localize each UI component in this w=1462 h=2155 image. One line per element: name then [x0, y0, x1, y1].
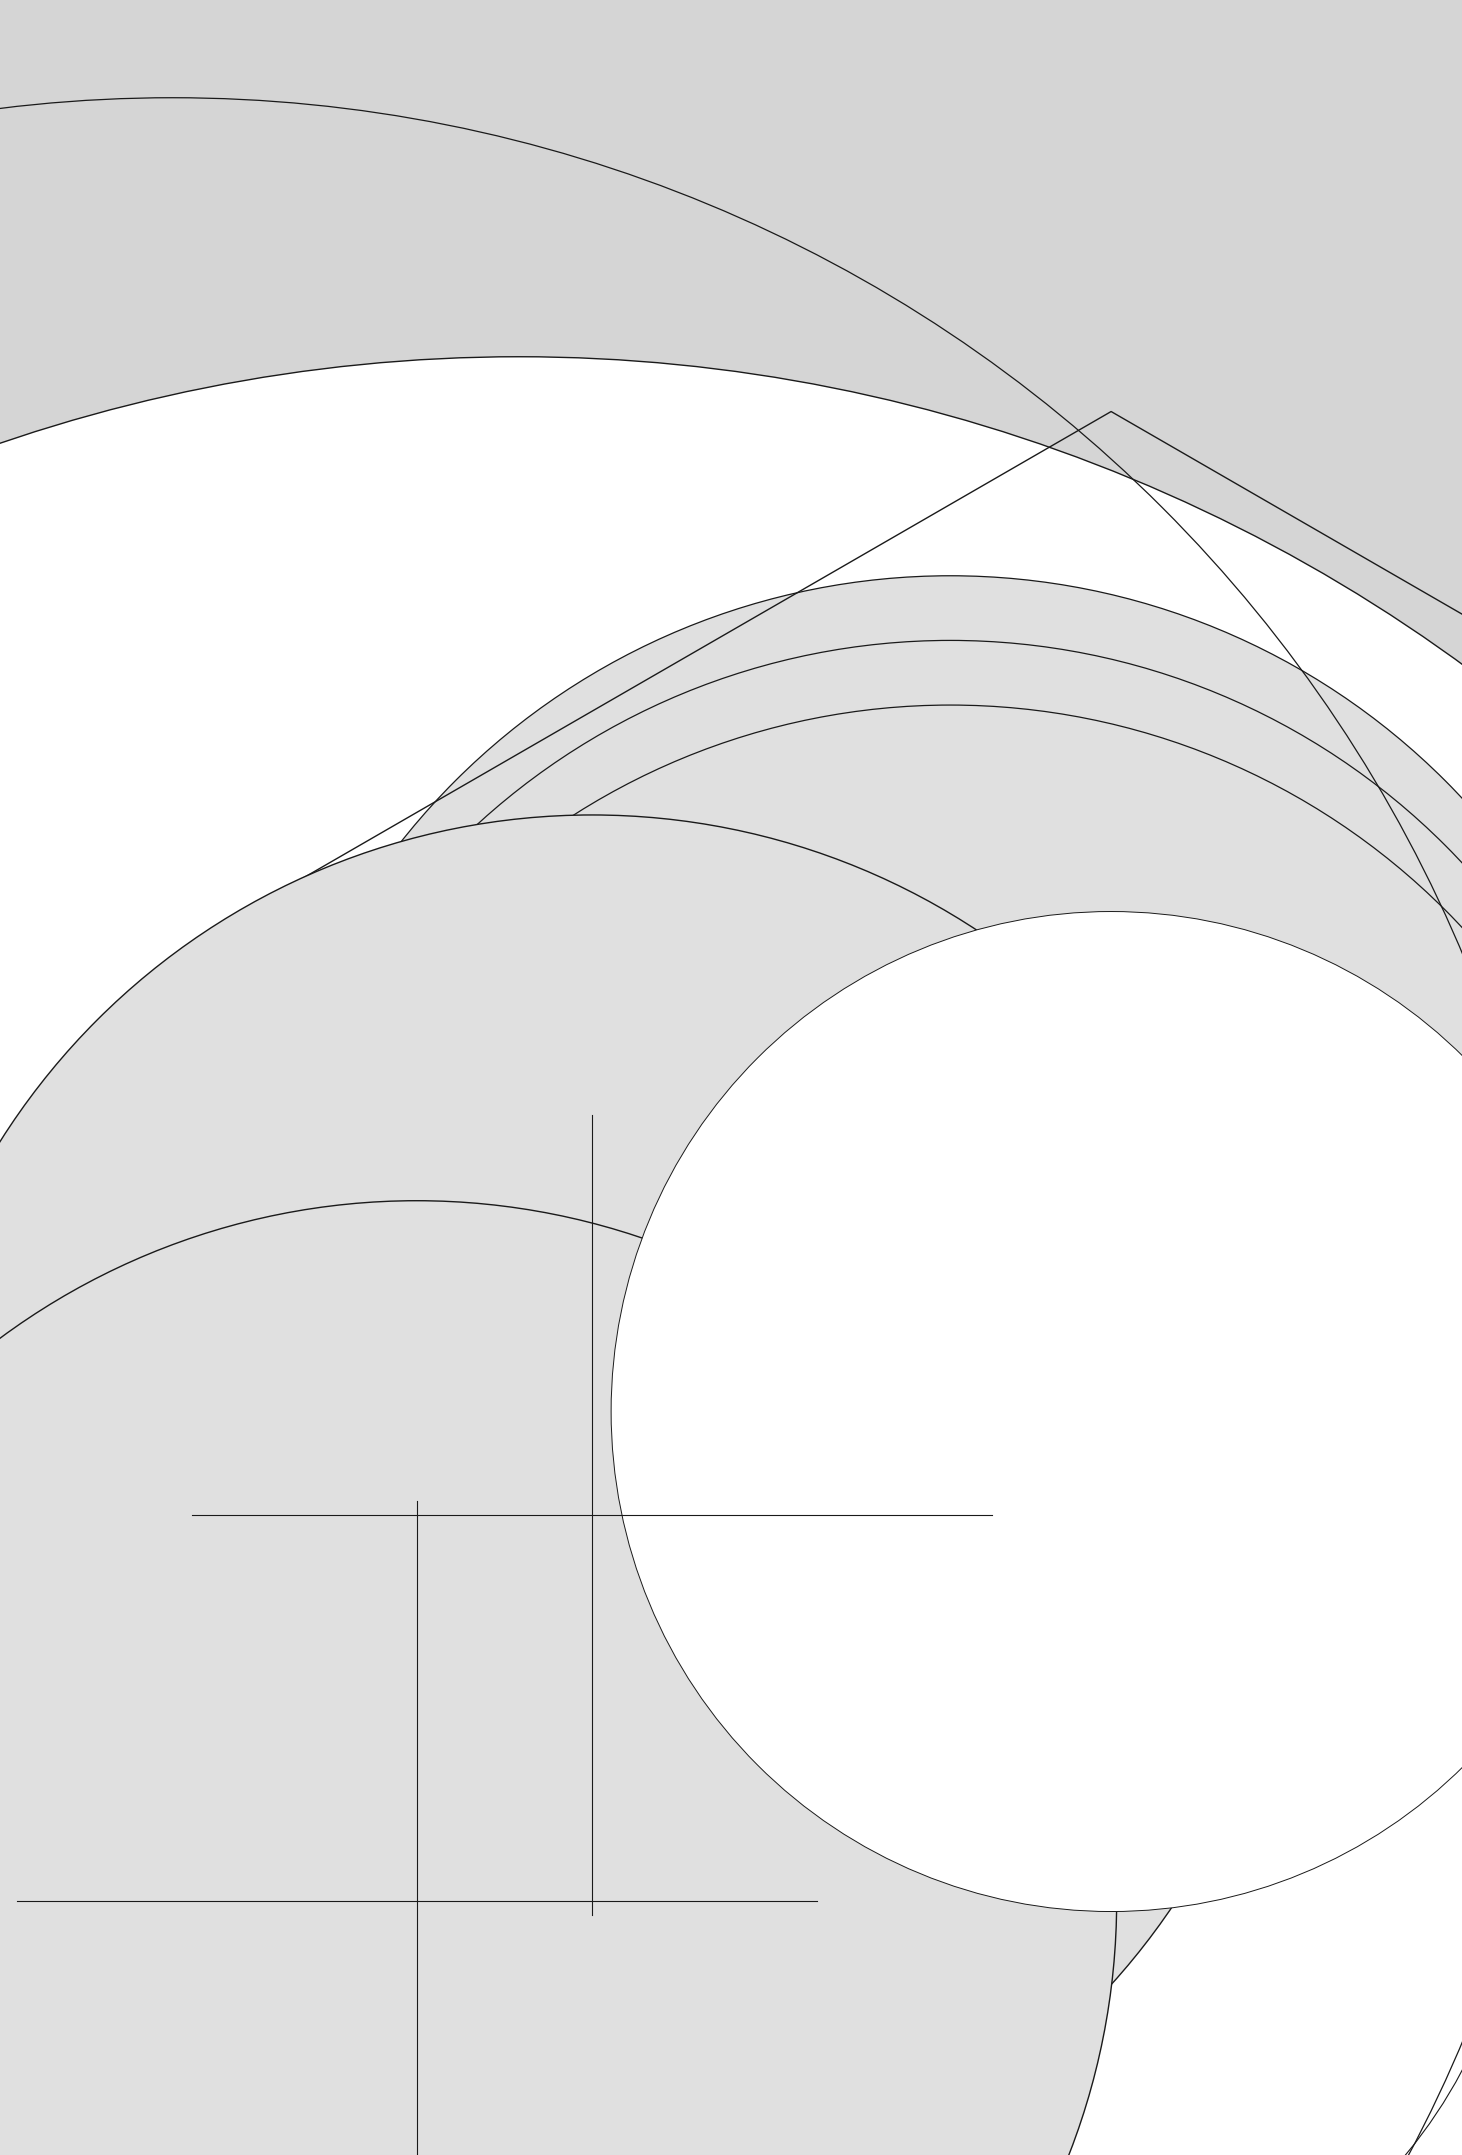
Text: 16: 16: [1137, 1327, 1162, 1345]
Circle shape: [250, 575, 1462, 1976]
FancyBboxPatch shape: [1075, 381, 1462, 1580]
Polygon shape: [947, 1677, 1111, 1896]
Text: 9: 9: [345, 1241, 357, 1259]
Bar: [256, 711, 526, 1024]
Text: Engine Diagnostic Tool
@Husqvarna: Engine Diagnostic Tool @Husqvarna: [357, 856, 427, 868]
FancyBboxPatch shape: [270, 513, 1462, 1513]
Polygon shape: [124, 1368, 801, 1707]
Circle shape: [550, 998, 1462, 1998]
Text: 17: 17: [1186, 1381, 1211, 1399]
Text: 1: 1: [725, 56, 737, 73]
Text: 5: 5: [1130, 218, 1143, 235]
Text: 19: 19: [607, 1948, 632, 1965]
Circle shape: [550, 782, 1462, 1782]
Text: 2: 2: [348, 526, 361, 543]
Circle shape: [611, 912, 1462, 1911]
Text: 15: 15: [896, 1220, 921, 1237]
Polygon shape: [958, 340, 1045, 593]
Bar: [918, 1207, 1406, 1612]
Bar: [61, 95, 1406, 657]
Circle shape: [520, 1336, 1462, 2155]
Text: WINTER KIT 560XP: WINTER KIT 560XP: [58, 1241, 213, 1256]
Text: Husqvarna: Husqvarna: [453, 1584, 526, 1605]
Text: 18: 18: [889, 1780, 914, 1797]
Text: 13: 13: [329, 1435, 354, 1452]
Circle shape: [550, 890, 1462, 1890]
Text: 12: 12: [699, 1500, 724, 1517]
FancyBboxPatch shape: [270, 481, 1462, 1480]
Text: 3: 3: [377, 203, 390, 220]
Bar: [37, 1213, 874, 2069]
Bar: [268, 1019, 314, 1041]
Text: 8: 8: [249, 957, 262, 974]
Text: 10: 10: [209, 1569, 234, 1586]
Text: 7: 7: [1244, 832, 1257, 849]
Polygon shape: [0, 0, 1462, 2000]
Circle shape: [250, 640, 1462, 2041]
Text: 6: 6: [1108, 455, 1121, 472]
FancyBboxPatch shape: [1075, 414, 1462, 1612]
Circle shape: [0, 815, 1292, 2155]
Text: 14: 14: [1037, 1166, 1063, 1183]
Circle shape: [0, 0, 1462, 1858]
Bar: [231, 681, 1196, 1052]
Circle shape: [250, 705, 1462, 2105]
Text: ⊕ -5°C  ≤35T: ⊕ -5°C ≤35T: [408, 1633, 469, 1651]
Polygon shape: [246, 412, 1462, 2155]
Text: 11: 11: [83, 1489, 108, 1506]
Ellipse shape: [958, 334, 1045, 377]
Text: 4: 4: [670, 310, 683, 328]
Circle shape: [550, 836, 1462, 1836]
Circle shape: [0, 1200, 1117, 2155]
Circle shape: [0, 0, 971, 1299]
Circle shape: [516, 1267, 1462, 2155]
Bar: [95, 1282, 833, 2015]
Text: Powered by Vision Spares: Powered by Vision Spares: [497, 1071, 965, 1106]
Circle shape: [550, 948, 1462, 1948]
Circle shape: [0, 358, 1462, 2155]
